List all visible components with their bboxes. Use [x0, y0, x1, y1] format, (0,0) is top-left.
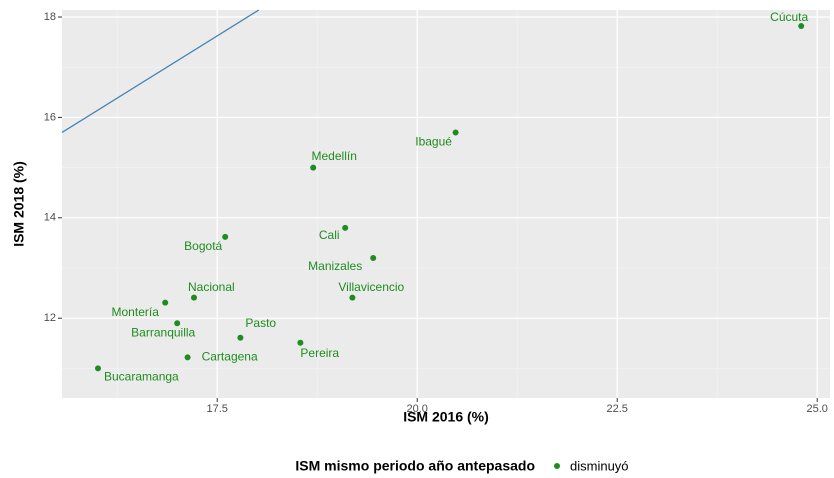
point [310, 164, 317, 171]
point-label: Ibagué [415, 135, 452, 149]
point-label: Manizales [308, 259, 362, 273]
y-tick-label: 12 [44, 312, 56, 324]
y-axis-label: ISM 2018 (%) [11, 161, 27, 247]
legend-key [554, 463, 560, 469]
point [349, 294, 356, 301]
x-tick-label: 22.5 [606, 403, 627, 415]
point [342, 224, 349, 231]
y-tick-label: 16 [44, 111, 56, 123]
legend-title: ISM mismo periodo año antepasado [295, 458, 535, 474]
point-label: Montería [112, 305, 160, 319]
point-label: Nacional [188, 280, 235, 294]
legend-label: disminuyó [570, 458, 629, 473]
point-label: Pasto [245, 316, 276, 330]
y-tick-label: 14 [44, 212, 56, 224]
point-label: Villavicencio [338, 280, 404, 294]
point-label: Medellín [312, 149, 357, 163]
point [191, 294, 197, 301]
point [798, 23, 805, 30]
point [174, 320, 181, 327]
point [452, 129, 459, 136]
point [237, 334, 244, 341]
reference-line [61, 9, 260, 134]
x-axis-label: ISM 2016 (%) [403, 409, 489, 425]
point [162, 299, 169, 306]
point-label: Cartagena [202, 350, 258, 364]
point-label: Pereira [300, 346, 339, 360]
point [297, 339, 304, 346]
point [222, 233, 229, 240]
y-tick-label: 18 [44, 11, 56, 23]
panel [62, 10, 830, 398]
point-label: Cúcuta [770, 10, 808, 24]
point-label: Bogotá [184, 239, 222, 253]
point-label: Cali [319, 228, 340, 242]
point [184, 354, 191, 361]
point-label: Barranquilla [131, 325, 195, 339]
point [95, 365, 101, 372]
point-label: Bucaramanga [104, 370, 179, 384]
x-tick-label: 25.0 [806, 403, 827, 415]
x-tick-label: 17.5 [206, 403, 227, 415]
x-tick-label: 20.0 [406, 403, 427, 415]
point [370, 254, 377, 261]
